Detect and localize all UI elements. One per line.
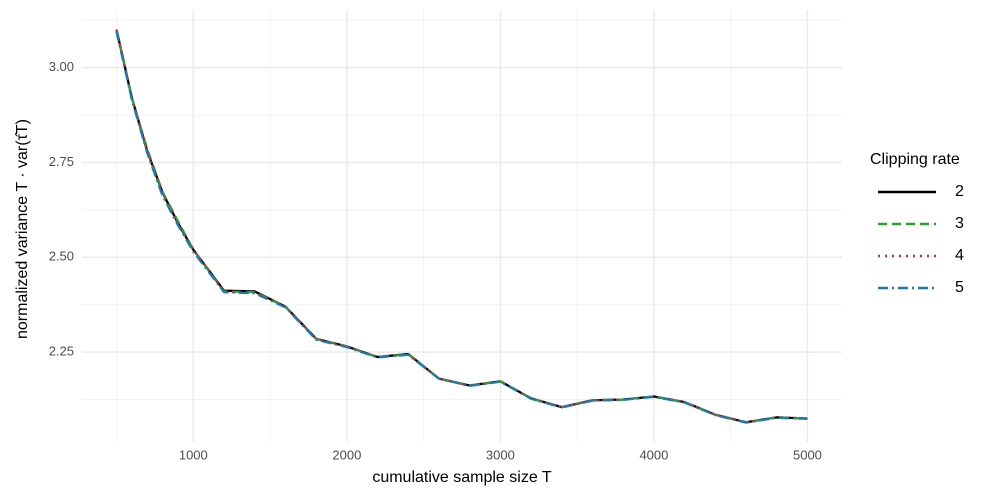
data-line	[115, 29, 808, 424]
x-tick-label: 1000	[179, 447, 208, 462]
data-line	[115, 29, 808, 424]
y-tick-label: 2.50	[49, 249, 74, 264]
y-axis-title: normalized variance T · var(τ̂T)	[14, 119, 31, 339]
legend-label: 3	[955, 215, 964, 232]
legend-title: Clipping rate	[870, 151, 960, 168]
x-tick-label: 5000	[793, 447, 822, 462]
x-tick-label: 4000	[639, 447, 668, 462]
data-line	[115, 29, 808, 424]
x-axis-title: cumulative sample size T	[372, 469, 552, 486]
x-tick-label: 2000	[332, 447, 361, 462]
legend-label: 4	[955, 247, 964, 264]
y-tick-label: 3.00	[49, 59, 74, 74]
y-tick-label: 2.25	[49, 344, 74, 359]
x-tick-label: 3000	[486, 447, 515, 462]
legend-label: 5	[955, 279, 964, 296]
legend-label: 2	[955, 183, 964, 200]
data-line	[115, 31, 808, 424]
y-tick-label: 2.75	[49, 154, 74, 169]
